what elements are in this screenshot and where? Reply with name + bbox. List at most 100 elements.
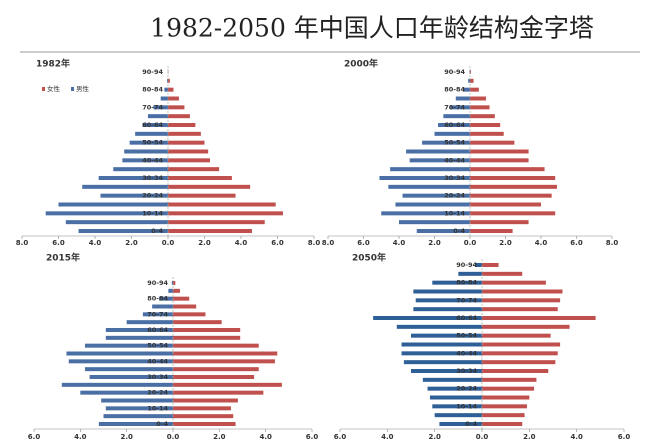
bar (482, 289, 563, 294)
bar (470, 96, 486, 101)
bar (432, 404, 482, 409)
bar (482, 377, 537, 382)
bar (470, 211, 556, 216)
bar (470, 229, 513, 233)
y-tick-label: 20-24 (444, 192, 465, 200)
bar (458, 271, 482, 276)
bar (168, 288, 173, 293)
legend-swatch (71, 87, 74, 91)
bar (173, 367, 259, 372)
bar (173, 288, 180, 293)
bar (403, 360, 482, 365)
y-tick-label: 30-34 (147, 373, 168, 381)
bar (482, 342, 561, 347)
panel-title: 2000年 (344, 58, 378, 70)
bar (439, 422, 482, 426)
bar (168, 202, 276, 207)
bar (470, 105, 490, 110)
bar (470, 158, 529, 163)
x-tick-label: 8.0 (16, 239, 29, 247)
bar (482, 360, 556, 365)
bar (482, 413, 525, 418)
y-tick-label: 60-64 (142, 121, 163, 129)
bar (66, 351, 173, 356)
bar (455, 96, 470, 101)
bar (402, 193, 470, 198)
x-tick-label: 2.0 (499, 239, 512, 247)
bar (482, 307, 558, 312)
bar (65, 220, 168, 225)
x-tick-label: 2.0 (198, 239, 211, 247)
bar (373, 316, 482, 320)
y-tick-label: 90-94 (142, 68, 163, 76)
x-tick-label: 6.0 (357, 239, 370, 247)
bar (147, 114, 168, 119)
bar (429, 395, 482, 400)
bar (422, 140, 470, 145)
bar (78, 229, 168, 233)
bar (482, 316, 596, 320)
bar (168, 114, 190, 119)
bar (113, 167, 168, 172)
bar (173, 390, 264, 395)
y-tick-label: 70-74 (147, 310, 168, 318)
bar (173, 343, 259, 348)
x-tick-label: 4.0 (381, 433, 394, 441)
bar (450, 105, 470, 110)
x-tick-label: 0.0 (167, 433, 180, 441)
bar (482, 280, 546, 285)
bar (411, 333, 482, 338)
bar (168, 184, 251, 189)
bar (173, 422, 236, 426)
bar (470, 123, 501, 127)
y-tick-label: 40-44 (444, 156, 465, 164)
bar (100, 193, 168, 198)
bar (482, 395, 530, 400)
bar (470, 167, 545, 172)
bar (105, 328, 173, 332)
bar (438, 123, 470, 127)
bar (482, 271, 523, 276)
bar (98, 422, 173, 426)
y-tick-label: 20-24 (142, 192, 163, 200)
bar (124, 149, 168, 154)
bar (470, 70, 471, 74)
bar (173, 414, 234, 419)
bar (168, 131, 201, 136)
bar (167, 78, 168, 83)
bar (168, 220, 265, 225)
bar (470, 78, 474, 83)
y-tick-label: 70-74 (456, 296, 477, 304)
y-tick-label: 60-64 (147, 326, 168, 334)
x-tick-label: 4.0 (89, 239, 102, 247)
y-tick-label: 40-44 (142, 156, 163, 164)
bar (89, 375, 173, 379)
bar (427, 386, 482, 391)
bar (173, 312, 206, 317)
x-tick-label: 0.0 (476, 433, 489, 441)
x-tick-label: 4.0 (74, 433, 87, 441)
bar (58, 202, 168, 207)
x-tick-label: 6.0 (52, 239, 65, 247)
bar (98, 176, 168, 180)
bar (135, 131, 168, 136)
bar (168, 105, 185, 110)
bar (409, 158, 470, 163)
bar (482, 351, 558, 356)
bar (422, 377, 482, 382)
x-tick-label: 6.0 (306, 433, 319, 441)
y-tick-label: 70-74 (142, 103, 163, 111)
bar (434, 413, 482, 418)
bar (168, 149, 209, 154)
bar (82, 184, 168, 189)
x-tick-label: 0.0 (464, 239, 477, 247)
bar (105, 335, 173, 340)
bar (45, 211, 168, 216)
bar (470, 193, 552, 198)
y-tick-label: 0-4 (156, 420, 168, 428)
bar (470, 202, 541, 207)
legend-label: 男性 (76, 84, 90, 93)
y-tick-label: 10-14 (142, 209, 163, 217)
bar (173, 351, 278, 356)
